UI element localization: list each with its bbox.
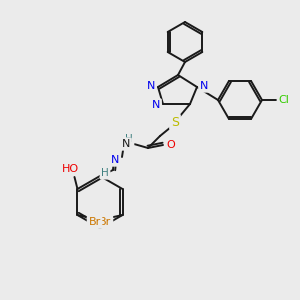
- Text: N: N: [200, 81, 208, 91]
- Text: N: N: [152, 100, 160, 110]
- Text: N: N: [111, 155, 119, 165]
- Text: Br: Br: [99, 217, 112, 227]
- Text: Br: Br: [88, 217, 101, 227]
- Text: Cl: Cl: [279, 95, 289, 105]
- Text: H: H: [101, 168, 109, 178]
- Text: H: H: [125, 134, 133, 144]
- Text: N: N: [122, 139, 130, 149]
- Text: HO: HO: [62, 164, 79, 174]
- Text: O: O: [167, 140, 176, 150]
- Text: N: N: [147, 81, 155, 91]
- Text: S: S: [171, 116, 179, 128]
